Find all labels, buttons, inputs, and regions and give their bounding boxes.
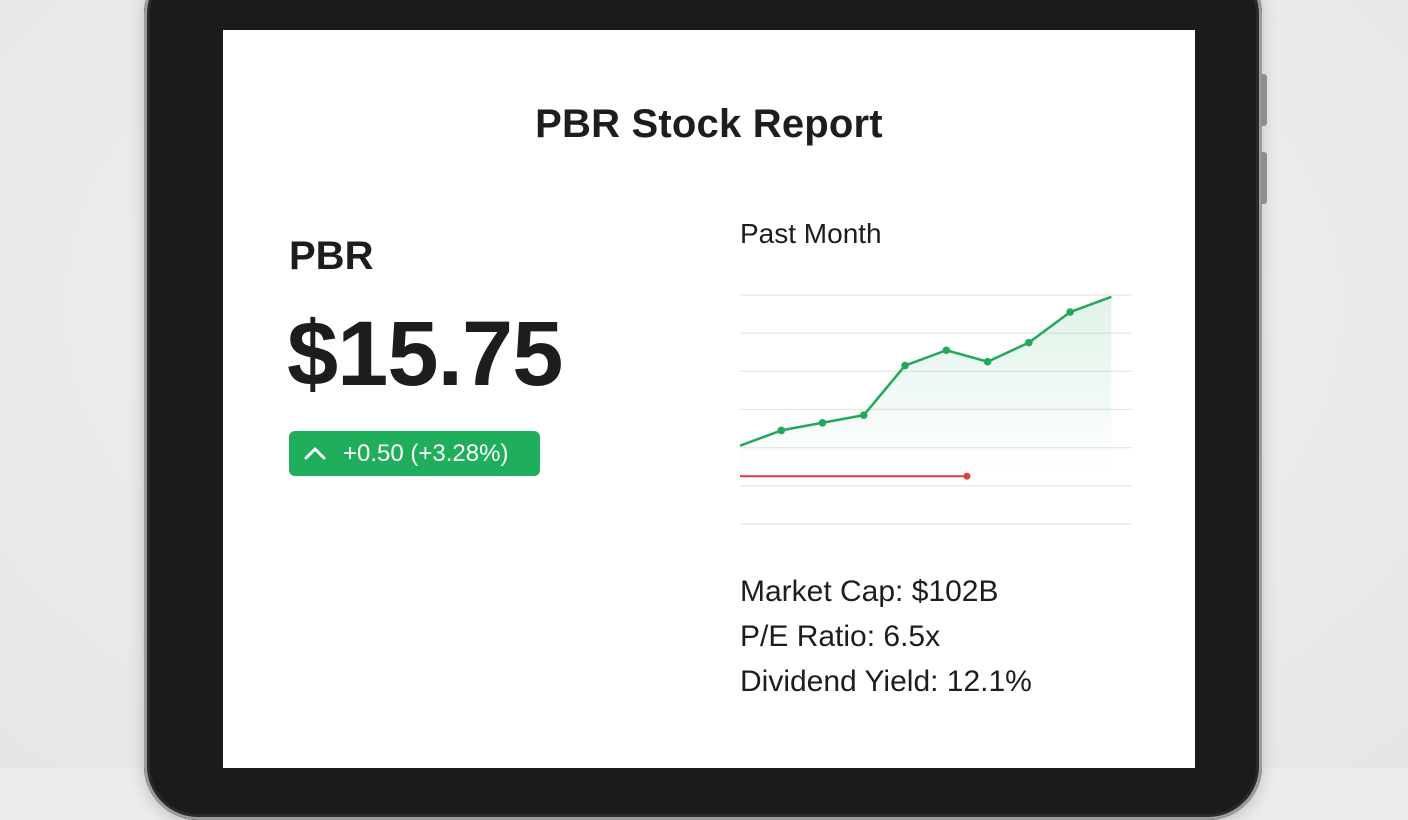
- dividend-yield: Dividend Yield: 12.1%: [740, 665, 1032, 698]
- price-change-text: +0.50 (+3.28%): [343, 439, 509, 467]
- chart-point: [983, 357, 992, 366]
- volume-up-button[interactable]: [1261, 74, 1267, 126]
- chart-series-line: [740, 295, 1112, 447]
- screen: PBR Stock Report PBR $15.75 +0.50 (+3.28…: [223, 30, 1195, 768]
- stock-price: $15.75: [287, 303, 563, 405]
- market-cap: Market Cap: $102B: [740, 575, 999, 608]
- chart-point: [901, 361, 909, 370]
- chart-title: Past Month: [740, 218, 882, 249]
- price-chart: [740, 294, 1132, 525]
- page-title: PBR Stock Report: [535, 102, 883, 146]
- pe-ratio: P/E Ratio: 6.5x: [740, 620, 941, 653]
- chart-point: [942, 346, 951, 355]
- chart-area: [740, 296, 1112, 477]
- chart-point: [1066, 308, 1074, 316]
- stats-list: Market Cap: $102B P/E Ratio: 6.5x Divide…: [740, 569, 1032, 704]
- chart-point: [818, 418, 827, 427]
- chart-point: [859, 411, 868, 419]
- volume-down-button[interactable]: [1261, 152, 1267, 204]
- chart-reference-point: [963, 472, 971, 480]
- chevron-up-icon: [304, 447, 326, 459]
- price-change-badge: +0.50 (+3.28%): [289, 431, 540, 476]
- ticker-symbol: PBR: [289, 234, 374, 278]
- chart-point: [777, 426, 786, 435]
- chart-point: [1025, 338, 1033, 347]
